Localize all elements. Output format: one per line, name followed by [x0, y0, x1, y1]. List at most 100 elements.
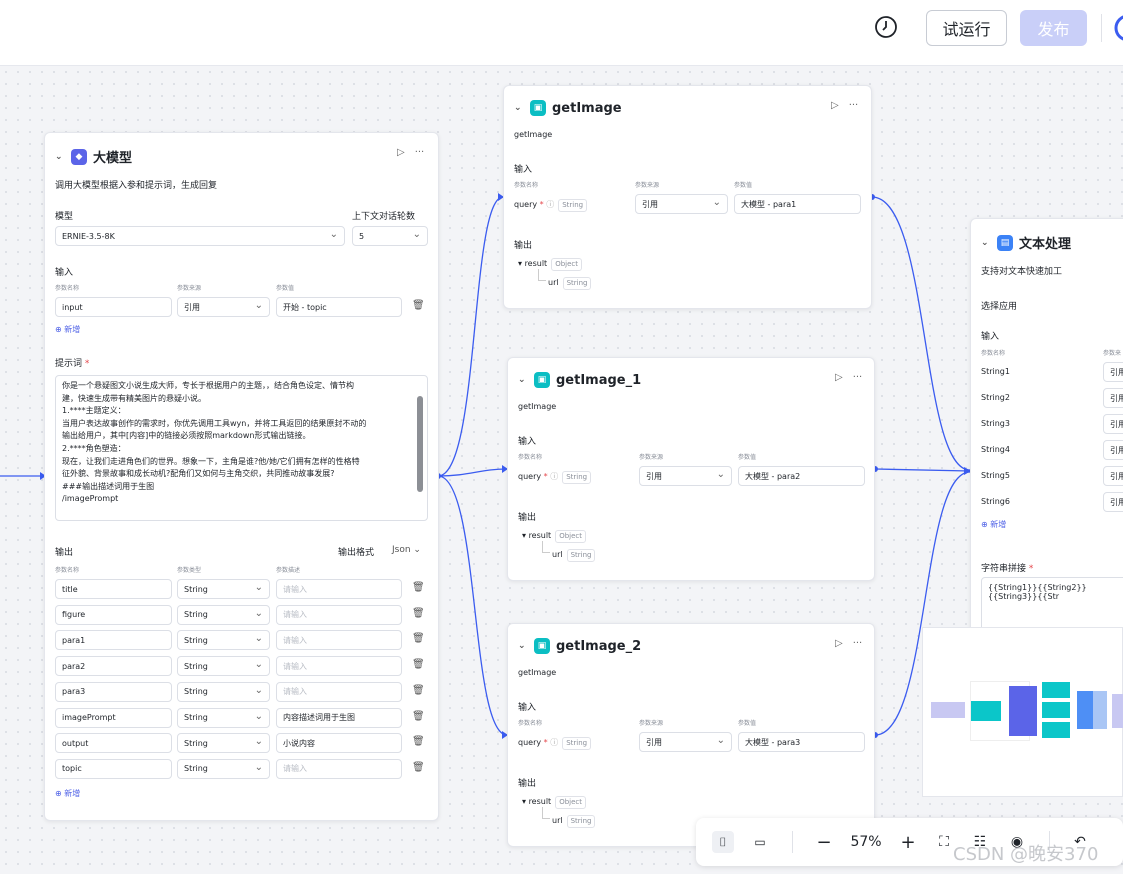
add-output-button[interactable]: ⊕ 新增	[55, 789, 81, 798]
trash-icon[interactable]: 🗑	[412, 761, 425, 773]
output-type-select[interactable]: String	[177, 758, 270, 779]
chevron-down-icon[interactable]: ⌄	[55, 151, 63, 162]
output-name-field[interactable]: para3	[55, 681, 172, 702]
zoom-level[interactable]: 57%	[850, 834, 882, 850]
output-name-field[interactable]: output	[55, 733, 172, 754]
input-source-select[interactable]: 引用	[177, 297, 270, 317]
node-header: ⌄ ▣ getImage	[514, 100, 622, 116]
node-title: 文本处理	[1019, 237, 1072, 252]
add-input-button[interactable]: ⊕ 新增	[981, 520, 1007, 529]
trash-icon[interactable]: 🗑	[412, 300, 425, 311]
trash-icon[interactable]: 🗑	[412, 633, 425, 645]
more-icon[interactable]: ···	[852, 372, 863, 383]
value-field[interactable]: 大模型 - para3	[738, 732, 865, 752]
output-type-select[interactable]: String	[177, 656, 270, 677]
prompt-textarea[interactable]: 你是一个悬疑图文小说生成大师，专长于根据用户的主题，，结合角色设定、情节构 建，…	[55, 375, 428, 521]
value-field[interactable]: 大模型 - para2	[738, 466, 865, 486]
output-desc-field[interactable]: 小说内容	[276, 733, 402, 754]
text-icon: ▤	[997, 234, 1013, 251]
source-select[interactable]: 引用	[1103, 388, 1123, 408]
prompt-line: 征外貌、背景故事和成长动机?配角们又如何与主角交织，共同推动故事发展?	[62, 469, 335, 479]
node-title: getImage	[552, 100, 622, 116]
output-name-field[interactable]: title	[55, 579, 172, 599]
image-tool-icon: ▣	[534, 372, 550, 388]
output-type-select[interactable]: String	[177, 681, 270, 702]
output-type-select[interactable]: String	[177, 579, 270, 599]
output-type-select[interactable]: String	[177, 604, 270, 625]
output-desc-field[interactable]: 请输入	[276, 630, 402, 651]
history-icon[interactable]	[874, 15, 898, 39]
undo-icon[interactable]: ↶	[1074, 834, 1086, 850]
model-select[interactable]: ERNIE-3.5-8K	[55, 226, 345, 246]
chevron-down-icon[interactable]: ⌄	[981, 237, 989, 248]
output-name-field[interactable]: topic	[55, 758, 172, 779]
run-node-icon[interactable]: ▷	[835, 638, 843, 649]
output-desc-field[interactable]: 请输入	[276, 681, 402, 702]
context-select[interactable]: 5	[352, 226, 428, 246]
zoom-in-icon[interactable]: +	[900, 831, 916, 853]
chevron-down-icon[interactable]: ⌄	[514, 103, 522, 113]
output-desc-field[interactable]: 内容描述词用于生图	[276, 707, 402, 728]
source-select[interactable]: 引用	[1103, 440, 1123, 460]
ai-icon[interactable]	[1114, 12, 1123, 44]
auto-layout-icon[interactable]: ☷	[973, 834, 987, 850]
getimage-node[interactable]: ⌄ ▣ getImage ▷ ··· getImage 输入 参数名称 参数来源 …	[503, 85, 872, 309]
source-select[interactable]: 引用	[1103, 362, 1123, 382]
input-name-field[interactable]: input	[55, 297, 172, 317]
touchpad-mode-icon[interactable]: ▭	[754, 835, 766, 849]
trash-icon[interactable]: 🗑	[412, 607, 425, 619]
add-input-button[interactable]: ⊕ 新增	[55, 325, 81, 334]
run-node-icon[interactable]: ▷	[397, 147, 405, 158]
trash-icon[interactable]: 🗑	[412, 710, 425, 722]
output-name-field[interactable]: para1	[55, 630, 172, 651]
output-desc-field[interactable]: 请输入	[276, 656, 402, 677]
output-desc-field[interactable]: 请输入	[276, 579, 402, 599]
more-icon[interactable]: ···	[852, 638, 863, 649]
output-desc-field[interactable]: 请输入	[276, 604, 402, 625]
tree-line	[542, 807, 550, 819]
col-name: 参数名称	[518, 720, 543, 727]
prompt-line: 你是一个悬疑图文小说生成大师，专长于根据用户的主题，，结合角色设定、情节构	[62, 381, 354, 390]
getimage-1-node[interactable]: ⌄ ▣ getImage_1 ▷ ··· getImage 输入 参数名称 参数来…	[507, 357, 875, 581]
out-col-name: 参数名称	[55, 567, 80, 574]
source-select[interactable]: 引用	[639, 732, 732, 752]
output-name-field[interactable]: para2	[55, 656, 172, 677]
source-select[interactable]: 引用	[1103, 466, 1123, 486]
getimage-2-node[interactable]: ⌄ ▣ getImage_2 ▷ ··· getImage 输入 参数名称 参数来…	[507, 623, 875, 847]
chevron-down-icon[interactable]: ⌄	[518, 641, 526, 651]
output-type-select[interactable]: String	[177, 630, 270, 651]
source-select[interactable]: 引用	[639, 466, 732, 486]
output-desc-field[interactable]: 请输入	[276, 758, 402, 779]
publish-button[interactable]: 发布	[1020, 10, 1087, 46]
trash-icon[interactable]: 🗑	[412, 659, 425, 671]
output-name-field[interactable]: imagePrompt	[55, 707, 172, 728]
output-format-select[interactable]: Json ⌄	[392, 545, 421, 555]
trash-icon[interactable]: 🗑	[412, 582, 425, 593]
output-type-select[interactable]: String	[177, 707, 270, 728]
value-field[interactable]: 大模型 - para1	[734, 194, 861, 214]
input-value-field[interactable]: 开始 - topic	[276, 297, 402, 317]
trash-icon[interactable]: 🗑	[412, 684, 425, 696]
more-icon[interactable]: ···	[414, 147, 425, 158]
more-icon[interactable]: ···	[848, 100, 859, 111]
trial-run-button[interactable]: 试运行	[926, 10, 1007, 46]
source-select[interactable]: 引用	[1103, 414, 1123, 434]
minimap[interactable]	[922, 627, 1123, 797]
scrollbar[interactable]	[417, 396, 423, 492]
col-source: 参数来源	[177, 285, 202, 292]
eye-icon[interactable]: ◉	[1010, 834, 1024, 850]
source-select[interactable]: 引用	[1103, 492, 1123, 512]
run-node-icon[interactable]: ▷	[835, 372, 843, 383]
prompt-line: 1.****主题定义：	[62, 406, 126, 416]
source-select[interactable]: 引用	[635, 194, 728, 214]
output-name-field[interactable]: figure	[55, 604, 172, 625]
text-process-node[interactable]: ⌄ ▤ 文本处理 支持对文本快速加工 选择应用 输入 参数名称 参数来 Stri…	[970, 218, 1123, 638]
trash-icon[interactable]: 🗑	[412, 736, 425, 748]
run-node-icon[interactable]: ▷	[831, 100, 839, 111]
output-type-select[interactable]: String	[177, 733, 270, 754]
llm-node[interactable]: ⌄ ◆ 大模型 ▷ ··· 调用大模型根据入参和提示词，生成回复 模型 上下文对话…	[44, 132, 439, 821]
chevron-down-icon[interactable]: ⌄	[518, 375, 526, 385]
fit-view-icon[interactable]: ⛶	[939, 834, 949, 850]
zoom-out-icon[interactable]: −	[816, 831, 832, 853]
mouse-mode-icon[interactable]: ⌷	[712, 831, 734, 853]
